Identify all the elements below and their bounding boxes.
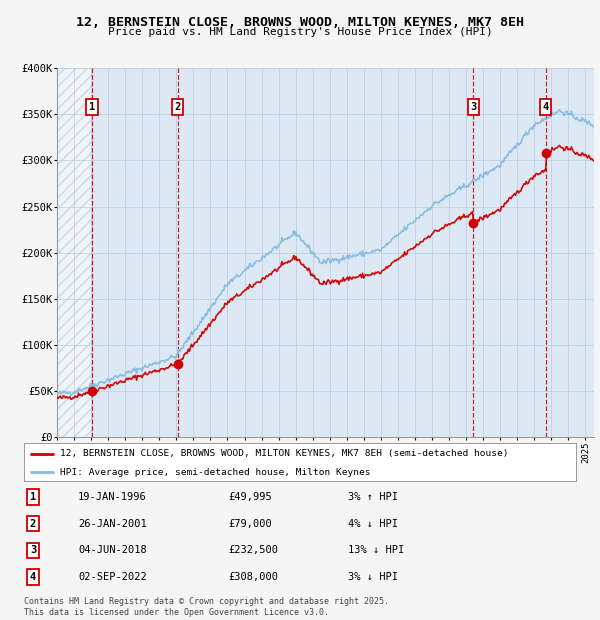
Text: 3% ↓ HPI: 3% ↓ HPI xyxy=(348,572,398,582)
Bar xyxy=(57,68,92,437)
Text: Contains HM Land Registry data © Crown copyright and database right 2025.
This d: Contains HM Land Registry data © Crown c… xyxy=(24,598,389,617)
Text: £232,500: £232,500 xyxy=(228,545,278,556)
Text: 26-JAN-2001: 26-JAN-2001 xyxy=(78,518,147,529)
Text: 12, BERNSTEIN CLOSE, BROWNS WOOD, MILTON KEYNES, MK7 8EH (semi-detached house): 12, BERNSTEIN CLOSE, BROWNS WOOD, MILTON… xyxy=(60,450,508,458)
Text: 3: 3 xyxy=(470,102,476,112)
Text: 4: 4 xyxy=(30,572,36,582)
Text: 04-JUN-2018: 04-JUN-2018 xyxy=(78,545,147,556)
Text: 3% ↑ HPI: 3% ↑ HPI xyxy=(348,492,398,502)
Text: 1: 1 xyxy=(30,492,36,502)
Text: Price paid vs. HM Land Registry's House Price Index (HPI): Price paid vs. HM Land Registry's House … xyxy=(107,27,493,37)
Text: 1: 1 xyxy=(89,102,95,112)
Text: 4% ↓ HPI: 4% ↓ HPI xyxy=(348,518,398,529)
Text: 12, BERNSTEIN CLOSE, BROWNS WOOD, MILTON KEYNES, MK7 8EH: 12, BERNSTEIN CLOSE, BROWNS WOOD, MILTON… xyxy=(76,16,524,29)
Text: 3: 3 xyxy=(30,545,36,556)
Text: 02-SEP-2022: 02-SEP-2022 xyxy=(78,572,147,582)
Text: £49,995: £49,995 xyxy=(228,492,272,502)
Text: 4: 4 xyxy=(542,102,549,112)
Text: £308,000: £308,000 xyxy=(228,572,278,582)
Text: 13% ↓ HPI: 13% ↓ HPI xyxy=(348,545,404,556)
Text: 2: 2 xyxy=(175,102,181,112)
Text: 2: 2 xyxy=(30,518,36,529)
Text: HPI: Average price, semi-detached house, Milton Keynes: HPI: Average price, semi-detached house,… xyxy=(60,468,370,477)
Text: 19-JAN-1996: 19-JAN-1996 xyxy=(78,492,147,502)
Text: £79,000: £79,000 xyxy=(228,518,272,529)
